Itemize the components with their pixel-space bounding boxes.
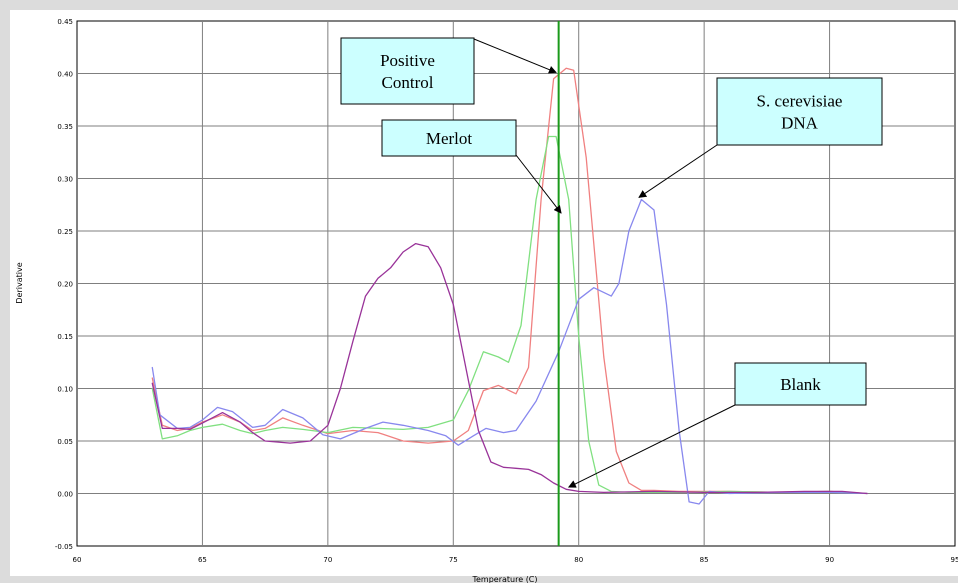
y-tick-label: 0.30	[57, 176, 73, 184]
y-tick-label: 0.20	[57, 281, 73, 289]
callout-label: Blank	[780, 375, 821, 394]
series-s-cerevisiae	[151, 198, 868, 505]
y-tick-label: 0.40	[57, 71, 73, 79]
x-tick-label: 80	[574, 556, 583, 564]
callouts: Positive Control Merlot S. cerevisiae DNA Bla…	[340, 37, 883, 488]
y-tick-label: 0.45	[57, 18, 73, 26]
callout-arrow	[473, 38, 557, 74]
x-tick-label: 75	[449, 556, 458, 564]
callout-box	[734, 362, 867, 406]
callout-blank: Blank	[567, 362, 867, 488]
y-axis-title: Derivative	[15, 262, 24, 303]
callout-box	[381, 119, 517, 157]
callout-box	[340, 37, 475, 105]
y-tick-label: 0.15	[57, 333, 73, 341]
callout-positive-control: Positive Control	[340, 37, 557, 105]
y-tick-label: -0.05	[55, 543, 73, 551]
callout-label: DNA	[781, 114, 819, 133]
x-tick-label: 85	[700, 556, 709, 564]
callout-label: Positive	[380, 51, 435, 70]
callout-s-cerevisiae: S. cerevisiae DNA	[638, 77, 883, 198]
callout-merlot: Merlot	[381, 119, 562, 214]
y-tick-label: 0.05	[57, 438, 73, 446]
top-border-band	[0, 0, 958, 10]
tick-labels: 60 65 70 75 80 85 90 95 -0.05 0.00 0.05 0.10 0.15 0.2…	[55, 18, 958, 564]
bottom-border-band	[0, 576, 958, 583]
callout-label: Control	[382, 73, 434, 92]
x-axis-title: Temperature (C)	[471, 575, 537, 583]
callout-arrow	[515, 154, 562, 214]
callout-label: S. cerevisiae	[757, 92, 843, 111]
x-tick-label: 90	[825, 556, 834, 564]
left-border-band	[0, 0, 10, 583]
callout-label: Merlot	[426, 129, 473, 148]
callout-box	[716, 77, 883, 146]
y-tick-label: 0.35	[57, 123, 73, 131]
y-tick-label: 0.10	[57, 386, 73, 394]
series-blank	[151, 242, 868, 495]
x-tick-label: 60	[73, 556, 82, 564]
x-tick-label: 95	[951, 556, 958, 564]
y-tick-label: 0.00	[57, 491, 73, 499]
callout-arrow	[567, 404, 736, 488]
x-tick-label: 70	[323, 556, 332, 564]
callout-arrow	[638, 144, 718, 198]
data-series	[151, 67, 868, 505]
y-tick-label: 0.25	[57, 228, 73, 236]
x-tick-label: 65	[198, 556, 207, 564]
